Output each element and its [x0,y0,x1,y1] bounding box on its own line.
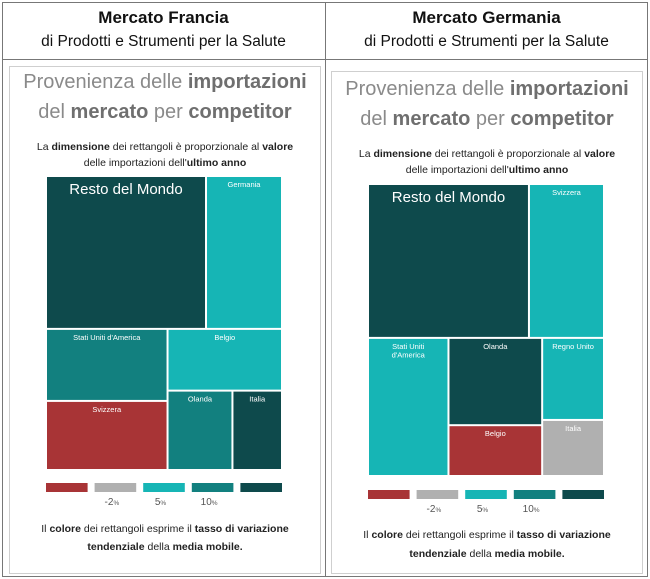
treemap-rect [369,185,528,337]
market-title: Mercato Germania [412,8,561,27]
treemap-cell-regno-unito[interactable]: Regno Unito [543,338,603,419]
treemap-cell-belgio[interactable]: Belgio [449,426,542,475]
treemap-label: Svizzera [92,405,122,414]
legend-swatch [94,483,137,492]
panel-title-line1: Provenienza delle importazioni [23,71,307,93]
panel-title-line2: del mercato per competitor [360,108,614,130]
column-header-germania: Mercato Germania di Prodotti e Strumenti… [326,7,647,54]
treemap-rect [543,338,603,419]
treemap-cell-olanda[interactable]: Olanda [449,338,542,425]
color-note-line2: tendenziale della media mobile. [87,541,243,553]
treemap-cell-italia[interactable]: Italia [233,391,281,469]
legend-swatch [191,483,234,492]
treemap-label: Stati Uniti d'America [392,342,426,360]
market-title: Mercato Francia [98,8,229,27]
treemap-label: Italia [249,395,266,404]
treemap-cell-resto-del-mondo[interactable]: Resto del Mondo [47,177,206,328]
legend-swatch [465,490,507,499]
treemap-cell-svizzera[interactable]: Svizzera [47,401,167,469]
size-note-line1: La dimensione dei rettangoli è proporzio… [36,141,294,153]
treemap-rect [168,391,232,469]
legend-swatch [416,490,459,499]
treemap-rect [233,391,281,469]
treemap-rect [529,185,603,337]
treemap-rect [449,338,542,425]
treemap-label: Olanda [483,342,508,351]
treemap-cell-resto-del-mondo[interactable]: Resto del Mondo [369,185,528,337]
treemap-cell-svizzera[interactable]: Svizzera [529,185,603,337]
size-note-line2: delle importazioni dell'ultimo anno [83,157,247,169]
column-divider [325,3,326,576]
infographic-panel-francia: Provenienza delle importazioni del merca… [9,66,321,574]
treemap-rect [449,426,542,475]
treemap-label: Resto del Mondo [392,189,505,206]
treemap-label: Germania [228,180,262,189]
panel-title-line2: del mercato per competitor [38,101,292,123]
color-legend-francia: -2% 5% 10% [46,483,282,508]
legend-tick-label: 5% [477,504,489,515]
market-subtitle: di Prodotti e Strumenti per la Salute [41,33,286,50]
treemap-cell-stati-uniti-d-america[interactable]: Stati Uniti d'America [369,338,448,475]
treemap-rect [47,177,206,328]
market-subtitle: di Prodotti e Strumenti per la Salute [364,33,609,50]
legend-swatch [513,490,556,499]
size-note-line1: La dimensione dei rettangoli è proporzio… [358,148,616,160]
legend-swatch [143,483,185,492]
treemap-cell-belgio[interactable]: Belgio [168,329,281,390]
infographic-panel-germania: Provenienza delle importazioni del merca… [331,71,643,574]
treemap-rect [47,401,167,469]
treemap-label: Italia [565,424,582,433]
color-note-line1: Il colore dei rettangoli esprime il tass… [363,529,611,541]
legend-tick-label: 10% [523,504,540,515]
treemap-label: Resto del Mondo [69,181,182,198]
legend-tick-label: -2% [105,497,120,508]
panel-title-line1: Provenienza delle importazioni [345,78,629,100]
treemap-rect [369,338,448,475]
treemap-label: Svizzera [552,188,582,197]
legend-tick-label: 5% [155,497,167,508]
treemap-cell-italia[interactable]: Italia [543,420,603,475]
treemap-label: Belgio [485,429,506,438]
legend-swatch [562,490,604,499]
legend-swatch [240,483,282,492]
treemap-cell-germania[interactable]: Germania [207,177,281,328]
color-note-line1: Il colore dei rettangoli esprime il tass… [41,523,289,535]
color-note-line2: tendenziale della media mobile. [409,548,565,560]
legend-tick-label: -2% [427,504,442,515]
treemap-rect [543,420,603,475]
treemap-rect [168,329,281,390]
treemap-rect [47,329,167,400]
treemap-label: Regno Unito [552,342,594,351]
treemap-label: Belgio [214,333,235,342]
header-separator [3,59,647,60]
legend-swatch [368,490,410,499]
size-note-line2: delle importazioni dell'ultimo anno [405,164,569,176]
treemap-rect [207,177,281,328]
treemap-cell-olanda[interactable]: Olanda [168,391,232,469]
color-legend-germania: -2% 5% 10% [368,490,604,515]
treemap-label: Stati Uniti d'America [73,333,141,342]
treemap-francia: Resto del Mondo Germania Stati Uniti d'Ame… [47,177,281,469]
legend-swatch [46,483,88,492]
treemap-label: Olanda [188,395,213,404]
column-header-francia: Mercato Francia di Prodotti e Strumenti … [3,7,324,54]
treemap-cell-stati-uniti-d-america[interactable]: Stati Uniti d'America [47,329,167,400]
treemap-germania: Resto del Mondo Svizzera Stati Uniti d'Amer… [369,185,603,475]
legend-tick-label: 10% [201,497,218,508]
